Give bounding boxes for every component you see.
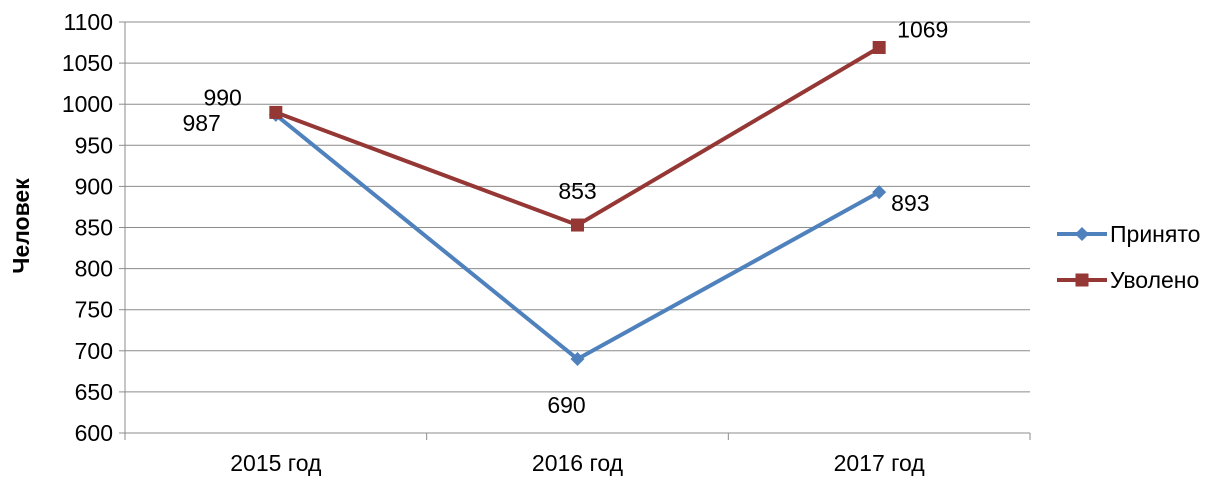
y-tick-label: 750 bbox=[75, 297, 113, 323]
y-tick-label: 900 bbox=[75, 173, 113, 199]
y-tick-label: 1050 bbox=[62, 50, 113, 76]
data-point-diamond bbox=[570, 352, 585, 367]
legend-marker bbox=[1075, 227, 1089, 241]
data-labels: 987 690 893 990 853 1069 bbox=[182, 16, 948, 418]
y-axis-title: Человек bbox=[8, 178, 34, 274]
data-label: 853 bbox=[558, 178, 596, 204]
x-tick-label: 2016 год bbox=[532, 450, 624, 476]
y-tick-label: 850 bbox=[75, 215, 113, 241]
x-tick-label: 2015 год bbox=[230, 450, 322, 476]
data-label: 893 bbox=[891, 190, 929, 216]
y-tick-label: 1000 bbox=[62, 91, 113, 117]
series-group bbox=[268, 40, 887, 367]
data-label: 990 bbox=[203, 84, 241, 110]
data-label: 1069 bbox=[897, 16, 948, 42]
data-point-square bbox=[269, 105, 283, 119]
legend-label: Уволено bbox=[1110, 267, 1199, 293]
y-tick-label: 600 bbox=[75, 420, 113, 446]
data-label: 987 bbox=[182, 110, 220, 136]
legend: Принято Уволено bbox=[1057, 221, 1200, 293]
y-tick-label: 800 bbox=[75, 256, 113, 282]
x-axis: 2015 год 2016 год 2017 год bbox=[124, 22, 1031, 476]
data-point-square bbox=[872, 40, 886, 54]
x-tick-label: 2017 год bbox=[834, 450, 926, 476]
data-point-square bbox=[571, 218, 584, 232]
y-tick-label: 1100 bbox=[64, 9, 113, 35]
legend-marker bbox=[1075, 273, 1089, 287]
y-tick-label: 700 bbox=[75, 338, 113, 364]
y-tick-label: 650 bbox=[75, 379, 113, 405]
y-tick-label: 950 bbox=[75, 132, 113, 158]
series-line-diamond bbox=[274, 113, 881, 362]
y-axis-ticks: 600 650 700 750 800 850 900 950 1000 1050 1100 bbox=[62, 9, 125, 446]
data-point-diamond bbox=[872, 185, 887, 200]
data-label: 690 bbox=[547, 392, 585, 418]
legend-label: Принято bbox=[1110, 221, 1200, 247]
